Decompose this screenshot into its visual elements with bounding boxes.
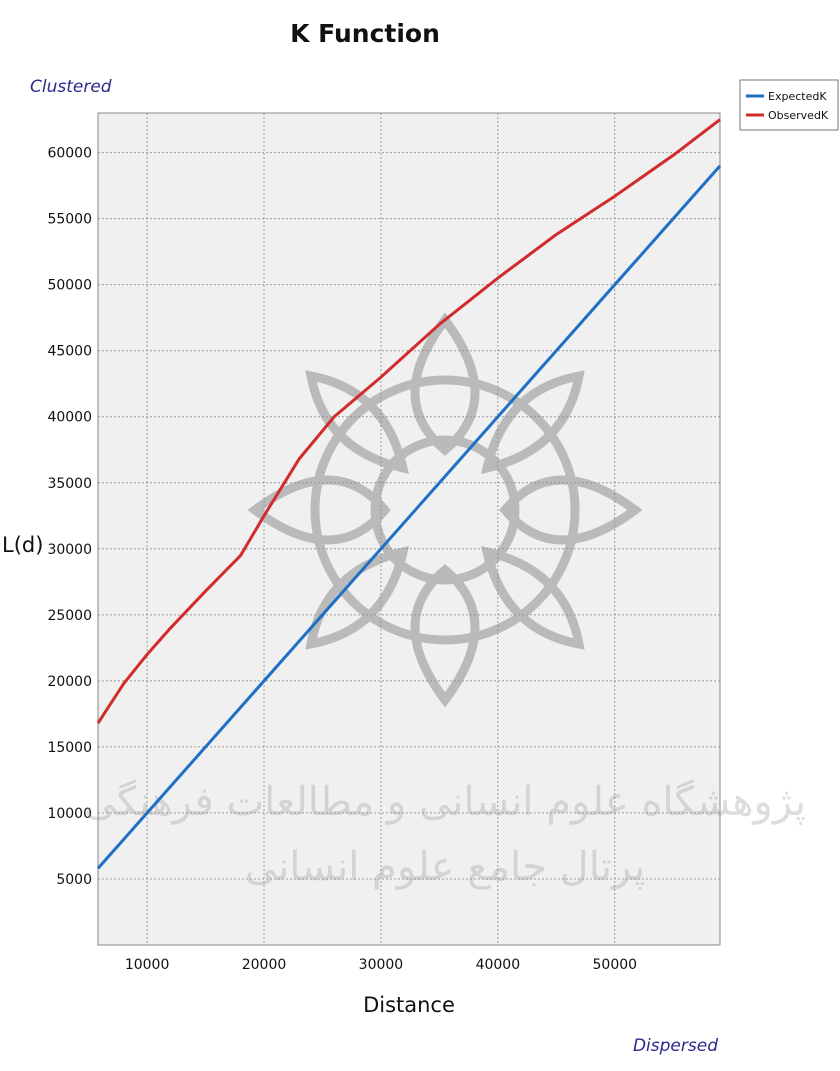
y-axis-label: L(d) [2,533,43,557]
x-tick-labels: 10000 20000 30000 40000 50000 [125,957,637,973]
y-tick-label: 10000 [47,806,92,822]
legend: ExpectedK ObservedK [739,79,839,131]
observedk-line [96,118,721,724]
dispersed-label: Dispersed [633,1036,718,1056]
y-tick-label: 40000 [47,410,92,426]
y-tick-label: 55000 [47,212,92,228]
watermark-text-1: پژوهشگاه علوم انسانی و مطالعات فرهنگی [84,779,806,825]
y-tick-label: 15000 [47,740,92,756]
legend-box [739,79,839,131]
x-axis-label: Distance [363,993,455,1017]
x-tick-label: 10000 [125,957,170,973]
y-tick-label: 20000 [47,674,92,690]
y-tick-label: 30000 [47,542,92,558]
plot-area [97,112,721,946]
y-tick-label: 5000 [56,872,92,888]
x-tick-label: 20000 [242,957,287,973]
y-tick-label: 35000 [47,476,92,492]
y-tick-label: 45000 [47,344,92,360]
expectedk-line [96,164,722,870]
chart-title: K Function [290,19,440,48]
observedk-legend-label: ObservedK [768,109,829,122]
y-tick-label: 25000 [47,608,92,624]
expectedk-legend-label: ExpectedK [768,90,827,103]
y-tick-labels: 5000 10000 15000 20000 25000 30000 35000 40000 4… [47,146,92,888]
series-layer [96,118,722,870]
x-tick-label: 50000 [593,957,638,973]
watermark-text-2: پرتال جامع علوم انسانی [245,844,646,890]
clustered-label: Clustered [30,77,112,97]
y-tick-label: 50000 [47,278,92,294]
x-tick-label: 30000 [359,957,404,973]
watermark-seal: پژوهشگاه علوم انسانی و مطالعات فرهنگی پر… [84,312,806,890]
x-tick-label: 40000 [476,957,521,973]
y-tick-label: 60000 [47,146,92,162]
